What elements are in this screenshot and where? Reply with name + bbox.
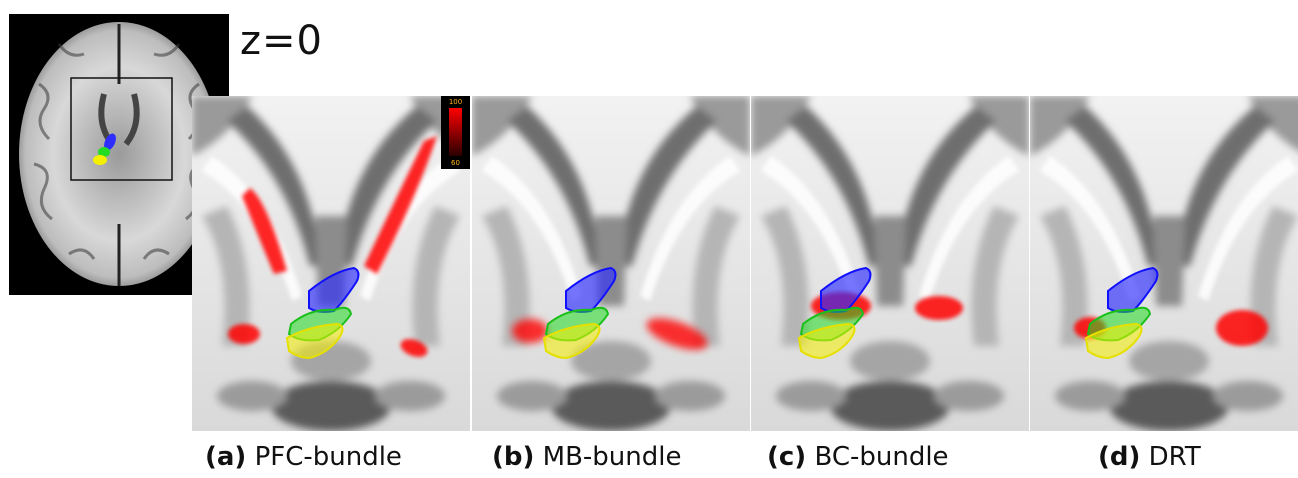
caption-a-name: PFC-bundle	[254, 442, 402, 472]
caption-b: (b) MB-bundle	[492, 442, 682, 472]
caption-a-letter: (a)	[205, 442, 247, 472]
caption-b-name: MB-bundle	[542, 442, 682, 472]
panel-mb-bundle	[472, 96, 750, 431]
caption-d-letter: (d)	[1098, 442, 1141, 472]
intensity-colorbar: 100 60	[441, 96, 470, 169]
colorbar-min-label: 60	[451, 159, 460, 167]
slice-label: z=0	[240, 18, 323, 64]
panel-bc-bundle	[751, 96, 1029, 431]
caption-d-name: DRT	[1148, 442, 1201, 472]
caption-c-name: BC-bundle	[814, 442, 949, 472]
caption-d: (d) DRT	[1098, 442, 1201, 472]
caption-a: (a) PFC-bundle	[205, 442, 402, 472]
panel-pfc-bundle	[192, 96, 470, 431]
caption-c-letter: (c)	[767, 442, 807, 472]
panel-drt	[1030, 96, 1298, 431]
caption-b-letter: (b)	[492, 442, 535, 472]
colorbar-max-label: 100	[448, 98, 463, 106]
caption-c: (c) BC-bundle	[767, 442, 949, 472]
colorbar-gradient	[449, 108, 462, 156]
